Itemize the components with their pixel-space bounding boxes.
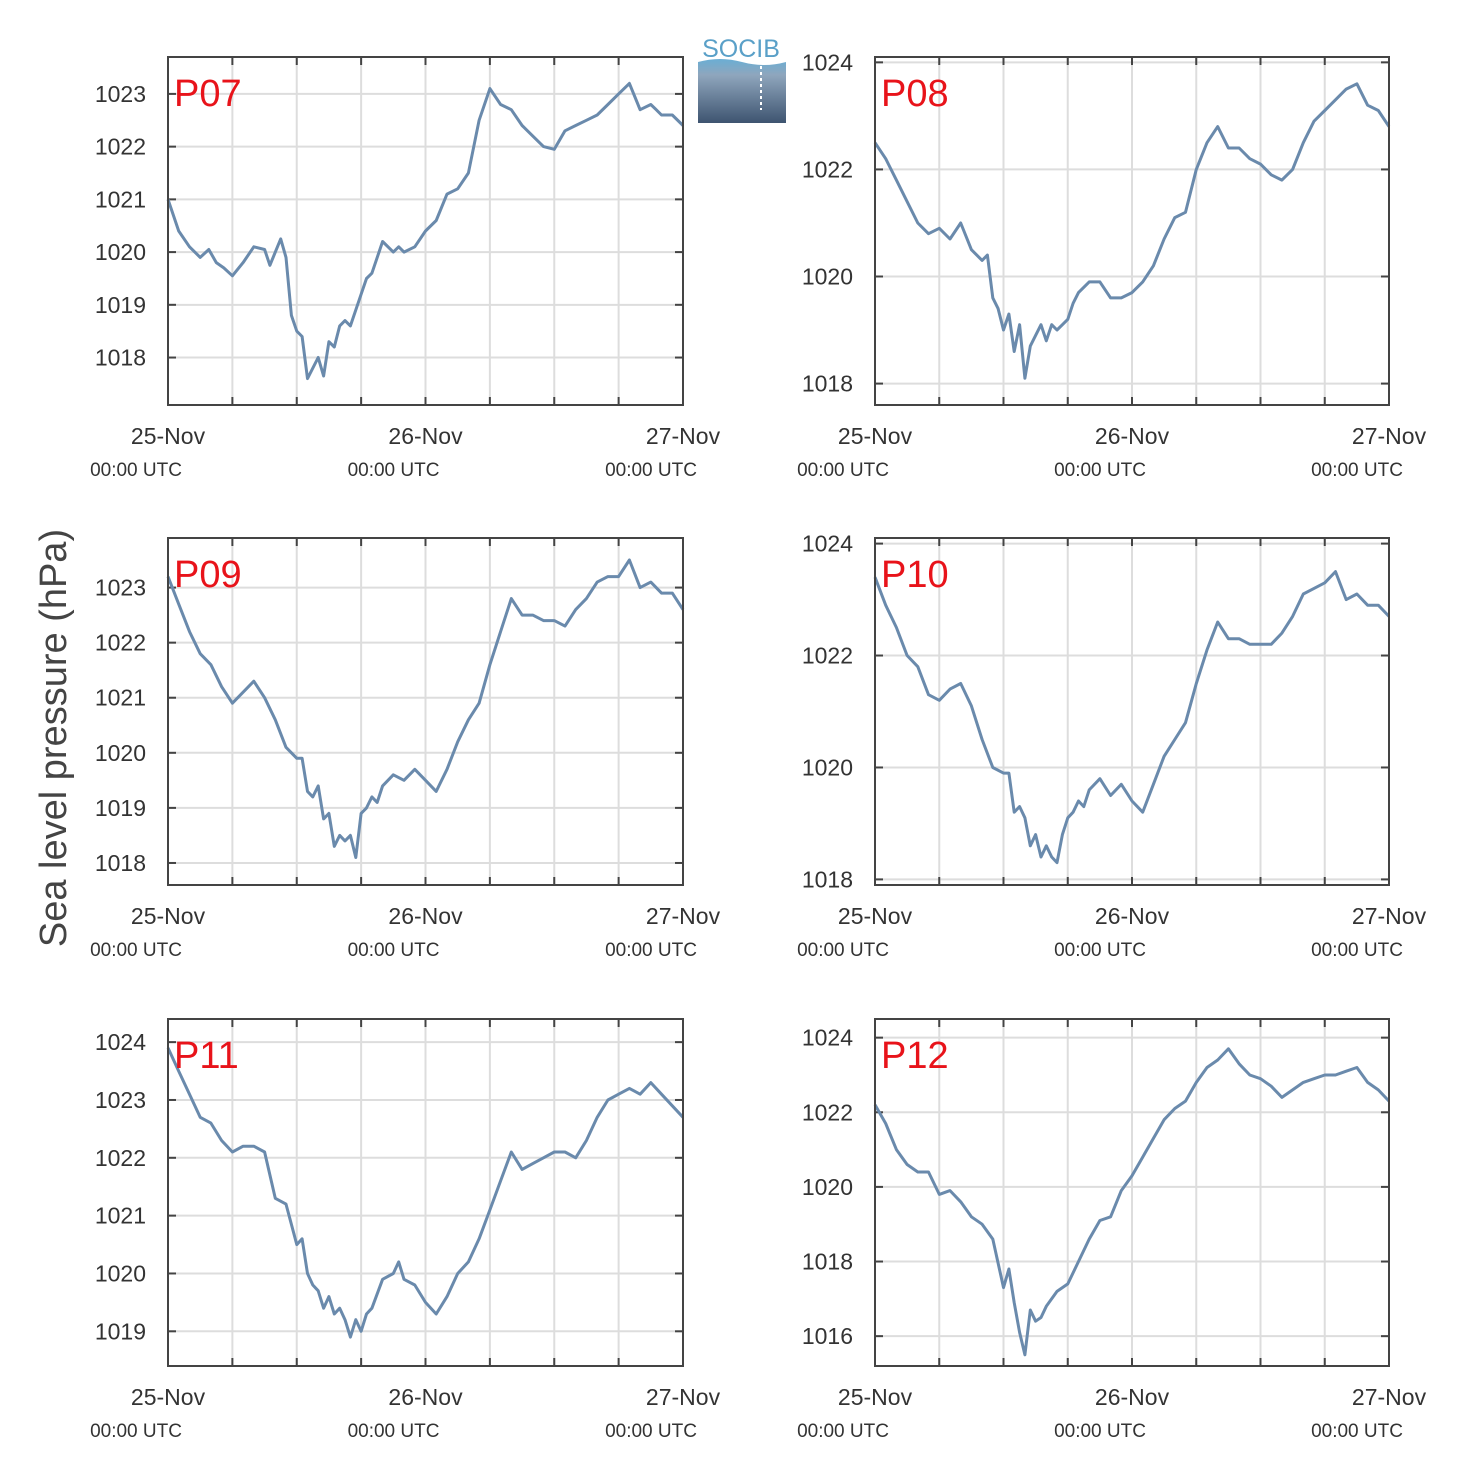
x-tick-label-time: 00:00 UTC bbox=[90, 460, 182, 481]
panel-p08: 1018 1020 1022 1024 25-Nov 00:00 UTC 26-Nov 00:… bbox=[797, 49, 1427, 481]
x-tick-label-date: 27-Nov bbox=[1352, 1384, 1427, 1410]
y-axis-label: Sea level pressure (hPa) bbox=[33, 529, 75, 947]
y-tick-label: 1021 bbox=[95, 186, 146, 212]
x-tick-label-date: 27-Nov bbox=[1352, 423, 1427, 449]
panel-p12: 1016 1018 1020 1022 1024 25-Nov 00:00 UTC 26-No… bbox=[797, 1018, 1427, 1442]
logo-text: SOCIB bbox=[702, 35, 780, 63]
plot-frame bbox=[167, 537, 684, 886]
x-tick-label-time: 00:00 UTC bbox=[348, 940, 440, 961]
panel-label: P10 bbox=[881, 554, 949, 596]
x-tick-label-time: 00:00 UTC bbox=[605, 1421, 697, 1442]
panel-label: P09 bbox=[174, 554, 242, 596]
y-tick-label: 1023 bbox=[95, 1087, 146, 1113]
y-tick-label: 1019 bbox=[95, 795, 146, 821]
panel-label: P07 bbox=[174, 73, 242, 115]
y-tick-label: 1022 bbox=[802, 1099, 853, 1125]
x-tick-label-time: 00:00 UTC bbox=[605, 460, 697, 481]
x-tick-label-date: 26-Nov bbox=[1095, 1384, 1170, 1410]
y-tick-label: 1016 bbox=[802, 1323, 853, 1349]
series-line-p07 bbox=[166, 81, 685, 381]
y-tick-label: 1018 bbox=[95, 345, 146, 371]
y-tick-label: 1024 bbox=[802, 49, 853, 75]
y-tick-label: 1022 bbox=[802, 643, 853, 669]
panel-label: P11 bbox=[174, 1035, 239, 1077]
x-tick-label-time: 00:00 UTC bbox=[1054, 1421, 1146, 1442]
x-tick-label-date: 26-Nov bbox=[1095, 423, 1170, 449]
y-tick-label: 1019 bbox=[95, 1318, 146, 1344]
y-tick-label: 1020 bbox=[802, 754, 853, 780]
y-tick-label: 1022 bbox=[802, 156, 853, 182]
x-tick-label-date: 25-Nov bbox=[131, 903, 206, 929]
x-tick-label-date: 27-Nov bbox=[646, 423, 721, 449]
x-tick-label-time: 00:00 UTC bbox=[605, 940, 697, 961]
y-tick-label: 1024 bbox=[802, 1025, 853, 1051]
y-tick-label: 1024 bbox=[802, 531, 853, 557]
panel-p11: 1019 1020 1021 1022 1023 1024 25-Nov 00:00 UTC 2… bbox=[90, 1018, 721, 1442]
series-line-p09 bbox=[166, 558, 685, 859]
x-tick-label-time: 00:00 UTC bbox=[90, 940, 182, 961]
x-tick-label-time: 00:00 UTC bbox=[797, 460, 889, 481]
y-tick-label: 1018 bbox=[802, 1249, 853, 1275]
x-tick-label-time: 00:00 UTC bbox=[348, 460, 440, 481]
y-tick-label: 1018 bbox=[802, 371, 853, 397]
y-tick-label: 1021 bbox=[95, 685, 146, 711]
series-line-p10 bbox=[873, 570, 1391, 865]
series-line-p08 bbox=[873, 82, 1391, 380]
x-tick-label-time: 00:00 UTC bbox=[1311, 940, 1403, 961]
y-tick-label: 1023 bbox=[95, 575, 146, 601]
y-tick-label: 1022 bbox=[95, 134, 146, 160]
y-tick-label: 1018 bbox=[95, 850, 146, 876]
x-tick-label-date: 25-Nov bbox=[131, 1384, 206, 1410]
x-tick-label-date: 26-Nov bbox=[388, 1384, 463, 1410]
y-tick-label: 1020 bbox=[802, 264, 853, 290]
plot-frame bbox=[874, 1018, 1390, 1367]
panel-p09: 1018 1019 1020 1021 1022 1023 25-Nov 00:00 UTC 2… bbox=[90, 537, 721, 961]
panel-label: P08 bbox=[881, 73, 949, 115]
x-tick-label-date: 25-Nov bbox=[131, 423, 206, 449]
plot-frame bbox=[167, 1018, 684, 1367]
x-tick-label-date: 25-Nov bbox=[838, 1384, 913, 1410]
y-tick-label: 1024 bbox=[95, 1029, 146, 1055]
x-tick-label-time: 00:00 UTC bbox=[1054, 460, 1146, 481]
y-tick-label: 1020 bbox=[802, 1174, 853, 1200]
x-tick-label-date: 25-Nov bbox=[838, 903, 913, 929]
x-tick-label-time: 00:00 UTC bbox=[797, 1421, 889, 1442]
y-tick-label: 1018 bbox=[802, 866, 853, 892]
plot-frame bbox=[874, 537, 1390, 886]
x-tick-label-date: 26-Nov bbox=[388, 903, 463, 929]
y-tick-label: 1020 bbox=[95, 239, 146, 265]
x-tick-label-date: 26-Nov bbox=[388, 423, 463, 449]
x-tick-label-time: 00:00 UTC bbox=[797, 940, 889, 961]
x-tick-label-time: 00:00 UTC bbox=[1311, 460, 1403, 481]
y-tick-label: 1021 bbox=[95, 1203, 146, 1229]
plot-frame bbox=[874, 56, 1390, 406]
x-tick-label-date: 25-Nov bbox=[838, 423, 913, 449]
y-tick-label: 1022 bbox=[95, 630, 146, 656]
plot-frame bbox=[167, 56, 684, 406]
panel-label: P12 bbox=[881, 1035, 949, 1077]
x-tick-label-date: 26-Nov bbox=[1095, 903, 1170, 929]
socib-logo: SOCIB bbox=[698, 35, 786, 123]
x-tick-label-time: 00:00 UTC bbox=[1054, 940, 1146, 961]
x-tick-label-time: 00:00 UTC bbox=[348, 1421, 440, 1442]
x-tick-label-date: 27-Nov bbox=[646, 1384, 721, 1410]
x-tick-label-date: 27-Nov bbox=[1352, 903, 1427, 929]
logo-wave-icon bbox=[698, 59, 786, 123]
series-line-p11 bbox=[166, 1047, 685, 1339]
y-tick-label: 1020 bbox=[95, 740, 146, 766]
y-tick-label: 1023 bbox=[95, 81, 146, 107]
y-tick-label: 1022 bbox=[95, 1145, 146, 1171]
panel-p10: 1018 1020 1022 1024 25-Nov 00:00 UTC 26-Nov 00:… bbox=[797, 531, 1427, 961]
panels: 1018 1019 1020 1021 1022 1023 25-Nov 00:00 UTC 2… bbox=[90, 49, 1427, 1442]
x-tick-label-time: 00:00 UTC bbox=[90, 1421, 182, 1442]
y-tick-label: 1020 bbox=[95, 1260, 146, 1286]
panel-p07: 1018 1019 1020 1021 1022 1023 25-Nov 00:00 UTC 2… bbox=[90, 56, 721, 481]
y-tick-label: 1019 bbox=[95, 292, 146, 318]
series-line-p12 bbox=[873, 1047, 1391, 1357]
x-tick-label-date: 27-Nov bbox=[646, 903, 721, 929]
x-tick-label-time: 00:00 UTC bbox=[1311, 1421, 1403, 1442]
